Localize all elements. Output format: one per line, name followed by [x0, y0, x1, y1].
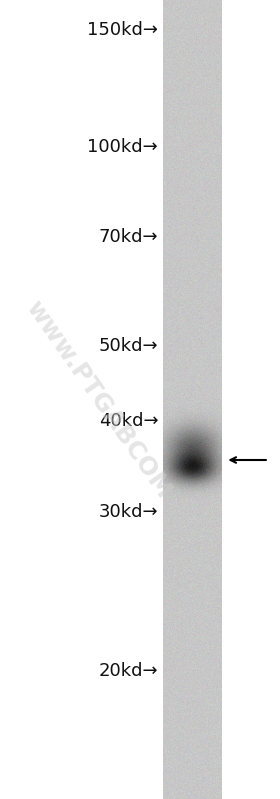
Text: 40kd→: 40kd→: [99, 412, 158, 430]
Text: 50kd→: 50kd→: [99, 337, 158, 355]
Text: www.PTGABCOM: www.PTGABCOM: [20, 296, 176, 503]
Text: 30kd→: 30kd→: [99, 503, 158, 521]
Text: 20kd→: 20kd→: [99, 662, 158, 680]
Text: 70kd→: 70kd→: [99, 228, 158, 246]
Text: 150kd→: 150kd→: [87, 21, 158, 39]
Text: 100kd→: 100kd→: [87, 138, 158, 156]
